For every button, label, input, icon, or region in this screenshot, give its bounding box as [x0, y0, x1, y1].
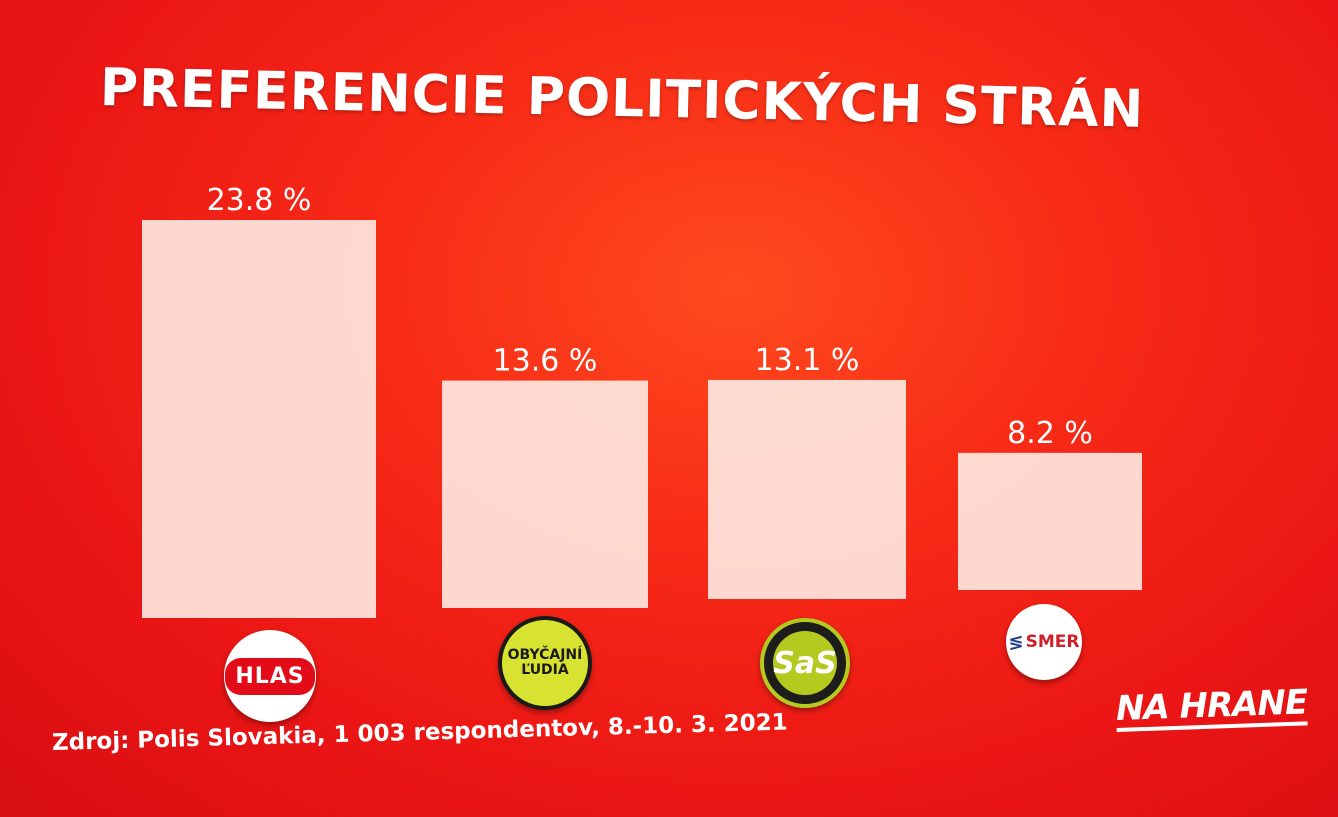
obycajni-ludia-logo: OBYČAJNÍ ĽUDIA	[498, 616, 592, 710]
bar-value-label-smer: 8.2 %	[1007, 416, 1093, 451]
bar-value-label-obycajni-ludia: 13.6 %	[493, 344, 598, 379]
smer-logo-text: SMER	[1025, 632, 1080, 652]
hlas-logo: HLAS	[224, 630, 316, 722]
bar-obycajni-ludia	[442, 380, 648, 608]
hlas-logo-text: HLAS	[225, 657, 315, 695]
smer-logo: ≶ SMER	[1006, 604, 1082, 680]
sas-logo-text: SaS	[773, 631, 837, 695]
obycajni-ludia-logo-text: OBYČAJNÍ ĽUDIA	[507, 647, 583, 678]
na-hrane-brand-logo: NA HRANE	[1115, 682, 1308, 732]
bar-smer	[958, 452, 1142, 590]
bar-hlas	[142, 220, 376, 618]
bar-value-label-sas: 13.1 %	[755, 343, 860, 378]
bar-sas	[708, 379, 906, 599]
bar-value-label-hlas: 23.8 %	[207, 183, 312, 218]
sas-logo: SaS	[760, 618, 850, 708]
smer-stripes-icon: ≶	[1008, 631, 1024, 653]
